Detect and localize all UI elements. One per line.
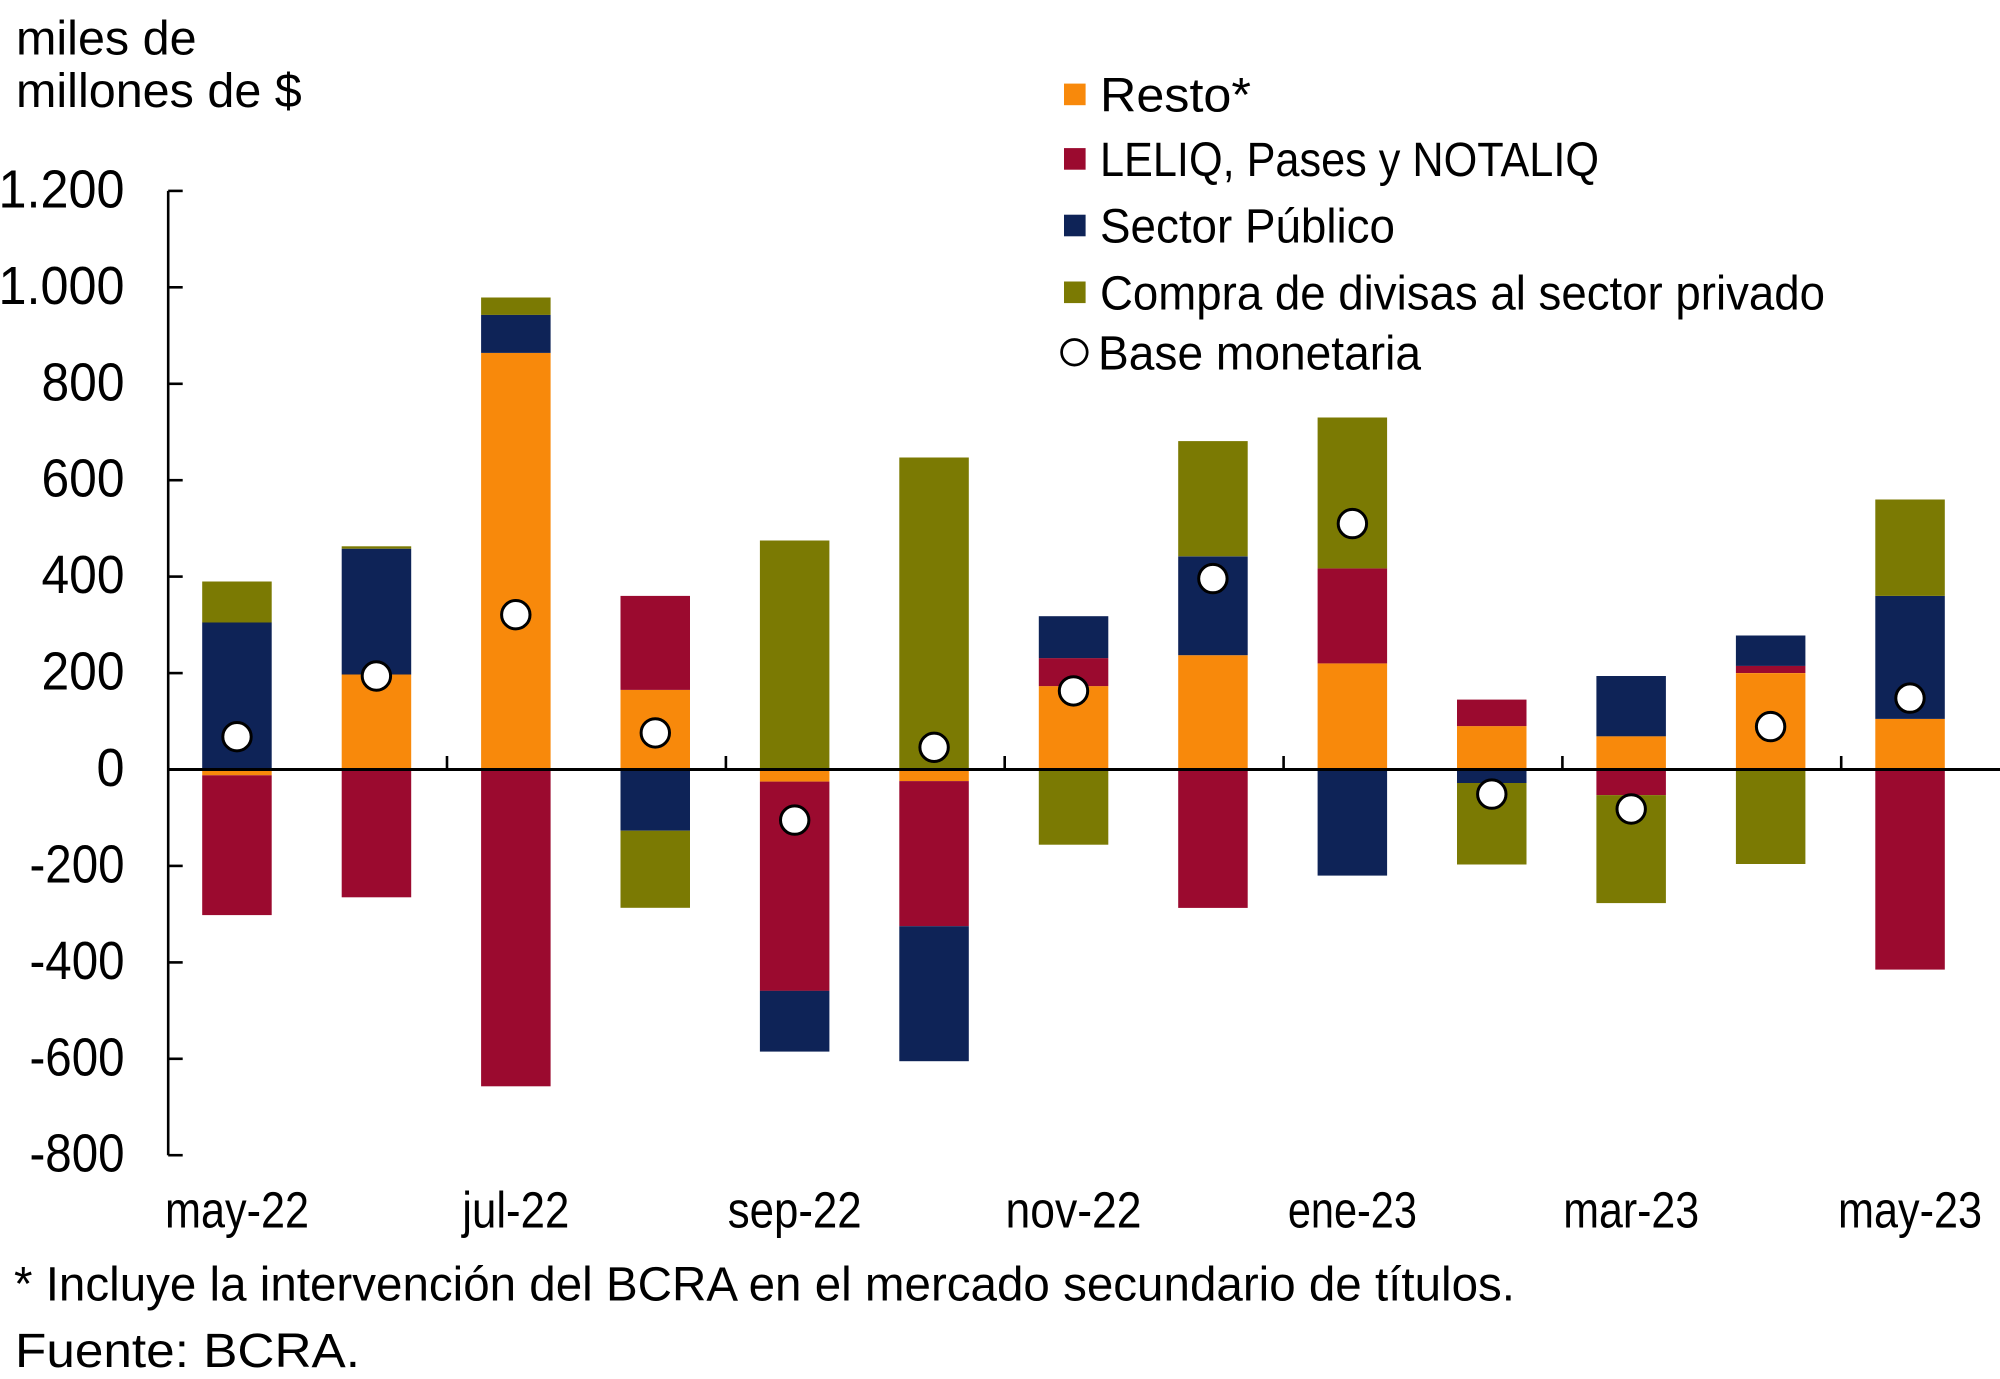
svg-text:Base monetaria: Base monetaria — [1098, 327, 1421, 381]
svg-text:jul-22: jul-22 — [461, 1182, 570, 1239]
svg-text:miles de: miles de — [16, 12, 197, 66]
svg-text:-600: -600 — [30, 1028, 125, 1087]
svg-text:600: 600 — [42, 450, 125, 509]
svg-text:200: 200 — [42, 643, 125, 702]
svg-text:LELIQ, Pases y NOTALIQ: LELIQ, Pases y NOTALIQ — [1100, 133, 1599, 187]
svg-text:millones de $: millones de $ — [16, 64, 302, 118]
svg-text:mar-23: mar-23 — [1563, 1182, 1699, 1239]
svg-text:Fuente: BCRA.: Fuente: BCRA. — [15, 1324, 360, 1378]
svg-text:-800: -800 — [30, 1125, 125, 1184]
svg-text:ene-23: ene-23 — [1288, 1182, 1417, 1239]
svg-text:400: 400 — [42, 546, 125, 605]
svg-text:1.000: 1.000 — [0, 257, 125, 316]
svg-text:Compra de divisas al sector pr: Compra de divisas al sector privado — [1100, 267, 1825, 321]
svg-text:Resto*: Resto* — [1100, 69, 1251, 123]
svg-text:nov-22: nov-22 — [1006, 1182, 1142, 1239]
svg-text:may-23: may-23 — [1838, 1182, 1982, 1239]
svg-text:* Incluye la intervención del: * Incluye la intervención del BCRA en el… — [14, 1258, 1515, 1312]
svg-text:sep-22: sep-22 — [728, 1182, 862, 1239]
svg-text:-400: -400 — [30, 932, 125, 991]
svg-text:0: 0 — [97, 739, 125, 798]
svg-text:1.200: 1.200 — [0, 160, 125, 219]
svg-text:800: 800 — [42, 353, 125, 412]
svg-text:-200: -200 — [30, 835, 125, 894]
svg-text:Sector Público: Sector Público — [1100, 200, 1395, 254]
svg-text:may-22: may-22 — [165, 1182, 309, 1239]
